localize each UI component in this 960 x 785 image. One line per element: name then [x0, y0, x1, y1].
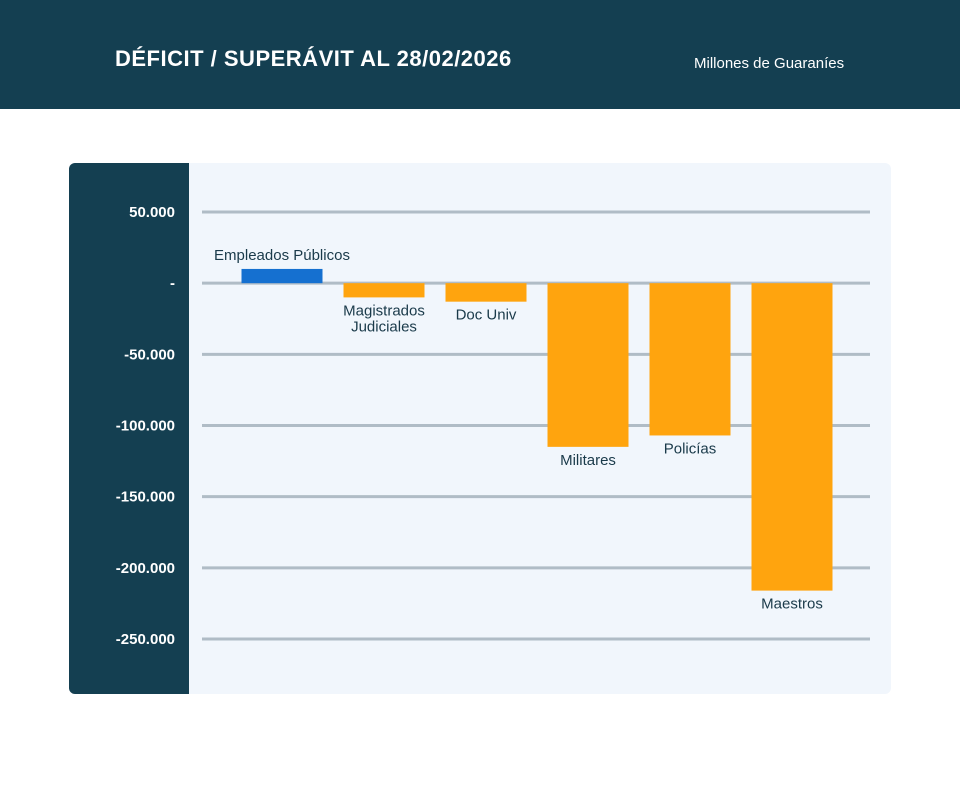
y-tick-label: 50.000	[129, 204, 175, 221]
bar-label: Doc Univ	[456, 307, 517, 324]
bar-label: Militares	[560, 452, 616, 469]
bar	[445, 283, 527, 302]
header-bar: DÉFICIT / SUPERÁVIT AL 28/02/2026 Millon…	[0, 0, 960, 109]
y-tick-label: -150.000	[116, 489, 175, 506]
bar-label: Magistrados	[343, 302, 425, 319]
y-tick-label: -100.000	[116, 418, 175, 435]
bar	[547, 283, 629, 447]
y-tick-label: -	[170, 275, 175, 292]
bar	[649, 283, 731, 436]
bar	[751, 283, 833, 591]
bar-label: Maestros	[761, 596, 823, 613]
y-tick-label: -200.000	[116, 560, 175, 577]
y-tick-label: -250.000	[116, 631, 175, 648]
y-tick-label: -50.000	[124, 346, 175, 363]
chart-title: DÉFICIT / SUPERÁVIT AL 28/02/2026	[115, 46, 512, 71]
bar	[343, 283, 425, 298]
bar-label: Empleados Públicos	[214, 247, 350, 264]
bar-label: Judiciales	[351, 318, 417, 335]
unit-label: Millones de Guaraníes	[694, 55, 845, 72]
y-axis-panel	[69, 163, 189, 694]
bar-label: Policías	[664, 440, 717, 457]
bar	[241, 268, 323, 284]
